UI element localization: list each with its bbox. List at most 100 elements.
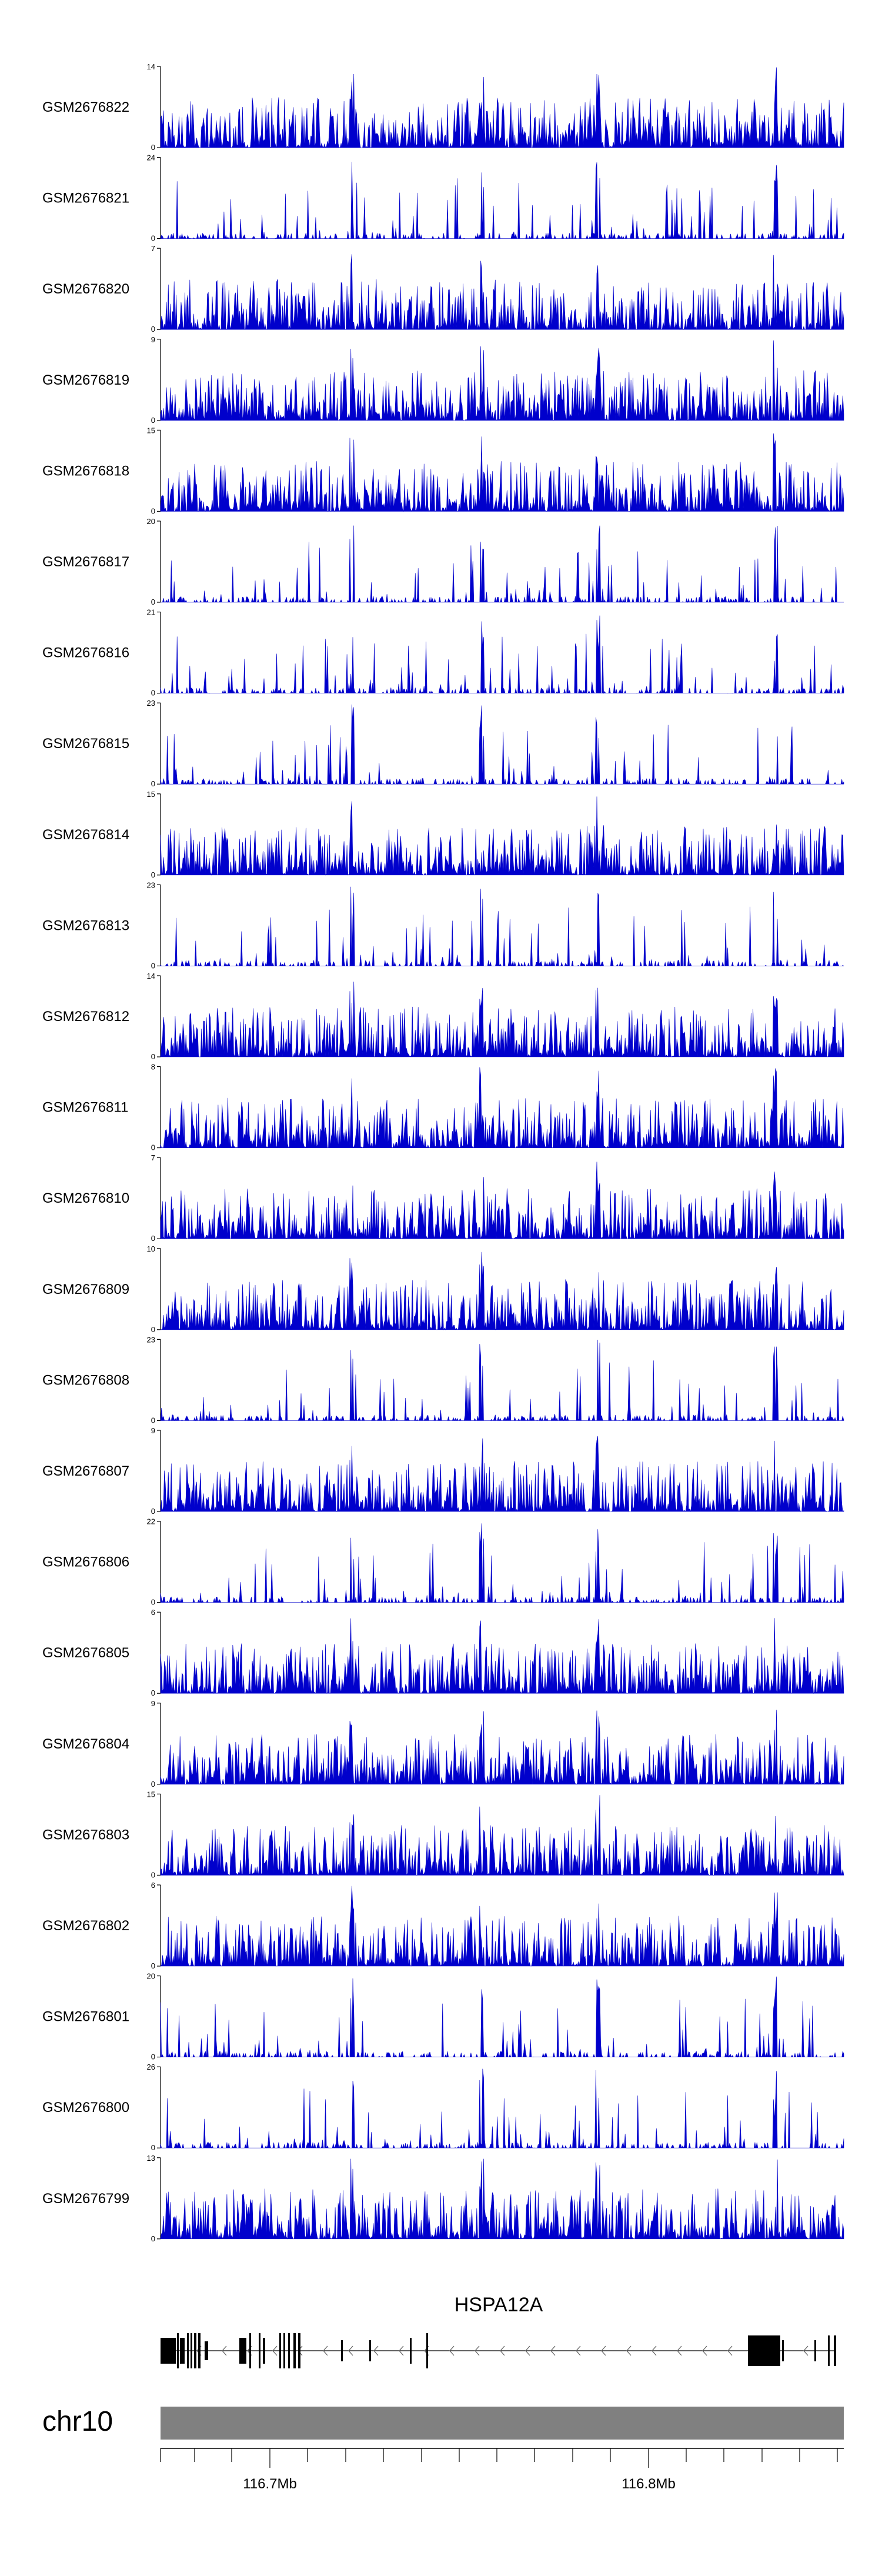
strand-chevron — [475, 2345, 480, 2356]
strand-chevron — [323, 2345, 328, 2356]
signal-area — [160, 67, 844, 148]
track-label: GSM2676806 — [42, 1554, 129, 1570]
chromosome-label: chr10 — [42, 2406, 113, 2437]
y-tick-label-max: 23 — [147, 880, 155, 889]
track-label: GSM2676819 — [42, 372, 129, 388]
exon — [198, 2333, 201, 2368]
y-tick-label-zero: 0 — [151, 1416, 155, 1424]
exon — [748, 2335, 780, 2366]
gene-track: HSPA12A — [161, 2294, 836, 2368]
y-tick-label-zero: 0 — [151, 1052, 155, 1061]
track-GSM2676821: GSM2676821 24 0 — [42, 154, 844, 243]
track-GSM2676801: GSM2676801 20 0 — [42, 1972, 844, 2061]
exon — [180, 2338, 185, 2364]
signal-area — [160, 161, 844, 239]
y-tick-label-max: 23 — [147, 1335, 155, 1344]
track-label: GSM2676807 — [42, 1463, 129, 1479]
strand-chevron — [500, 2345, 505, 2356]
y-tick-label-zero: 0 — [151, 779, 155, 788]
y-tick-label-zero: 0 — [151, 598, 155, 606]
track-label: GSM2676818 — [42, 463, 129, 479]
y-tick-label-zero: 0 — [151, 1598, 155, 1607]
y-tick-label-zero: 0 — [151, 143, 155, 152]
track-GSM2676813: GSM2676813 23 0 — [42, 880, 844, 970]
y-tick-label-zero: 0 — [151, 870, 155, 879]
signal-area — [161, 525, 844, 603]
y-tick-label-max: 9 — [151, 1426, 155, 1435]
track-label: GSM2676815 — [42, 736, 129, 752]
strand-chevron — [576, 2345, 581, 2356]
signal-area — [160, 433, 844, 512]
signal-area — [160, 1886, 844, 1967]
signal-area — [160, 704, 844, 785]
y-tick-label-max: 22 — [147, 1517, 155, 1526]
track-GSM2676818: GSM2676818 15 0 — [42, 426, 844, 515]
y-tick-label-zero: 0 — [151, 2143, 155, 2152]
track-label: GSM2676809 — [42, 1282, 129, 1297]
exon — [259, 2333, 260, 2368]
exon — [279, 2333, 281, 2368]
y-tick-label-zero: 0 — [151, 2053, 155, 2061]
x-tick-label: 116.8Mb — [622, 2476, 676, 2492]
y-tick-label-max: 20 — [147, 1972, 155, 1981]
signal-area — [160, 1067, 844, 1149]
strand-chevron — [272, 2345, 278, 2356]
y-tick-label-max: 15 — [147, 790, 155, 799]
exon — [814, 2340, 816, 2361]
strand-chevron — [222, 2345, 227, 2356]
strand-chevron — [677, 2345, 682, 2356]
signal-area — [160, 1162, 844, 1240]
track-GSM2676804: GSM2676804 9 0 — [42, 1699, 844, 1788]
y-tick-label-zero: 0 — [151, 2234, 155, 2243]
track-label: GSM2676808 — [42, 1372, 129, 1388]
signal-area — [160, 1976, 844, 2058]
track-label: GSM2676812 — [42, 1009, 129, 1025]
track-GSM2676806: GSM2676806 22 0 — [42, 1517, 844, 1607]
y-tick-label-max: 26 — [147, 2063, 155, 2071]
strand-chevron — [348, 2345, 353, 2356]
x-tick-label: 116.7Mb — [243, 2476, 297, 2492]
track-label: GSM2676816 — [42, 645, 129, 661]
y-tick-label-zero: 0 — [151, 1507, 155, 1516]
y-tick-label-zero: 0 — [151, 506, 155, 515]
y-tick-label-max: 7 — [151, 244, 155, 253]
y-tick-label-max: 24 — [147, 154, 155, 162]
y-tick-label-zero: 0 — [151, 1961, 155, 1970]
y-tick-label-zero: 0 — [151, 1325, 155, 1334]
track-label: GSM2676813 — [42, 917, 129, 933]
strand-chevron — [373, 2345, 379, 2356]
exon — [194, 2333, 196, 2368]
track-label: GSM2676800 — [42, 2100, 129, 2115]
signal-area — [160, 253, 844, 331]
strand-chevron — [702, 2345, 707, 2356]
y-tick-label-zero: 0 — [151, 1870, 155, 1879]
track-GSM2676815: GSM2676815 23 0 — [42, 699, 844, 788]
strand-chevron — [525, 2345, 530, 2356]
exon — [410, 2338, 412, 2364]
track-label: GSM2676803 — [42, 1827, 129, 1843]
y-tick-label-max: 20 — [147, 517, 155, 526]
track-GSM2676805: GSM2676805 6 0 — [42, 1608, 844, 1697]
y-tick-label-zero: 0 — [151, 1143, 155, 1152]
y-tick-label-max: 15 — [147, 426, 155, 435]
x-axis-ticks: 116.7Mb 116.8Mb — [160, 2448, 838, 2492]
y-tick-label-max: 9 — [151, 335, 155, 344]
y-tick-label-max: 7 — [151, 1153, 155, 1162]
y-tick-label-max: 21 — [147, 608, 155, 617]
exon — [187, 2333, 189, 2368]
strand-chevron — [550, 2345, 556, 2356]
signal-area — [160, 340, 844, 421]
track-GSM2676800: GSM2676800 26 0 — [42, 2063, 844, 2152]
track-GSM2676811: GSM2676811 8 0 — [42, 1063, 844, 1152]
track-label: GSM2676822 — [42, 99, 129, 115]
exon — [369, 2340, 371, 2361]
track-label: GSM2676821 — [42, 191, 129, 206]
y-tick-label-max: 14 — [147, 62, 155, 71]
signal-tracks: GSM2676822140GSM2676821240GSM267682070GS… — [42, 62, 844, 2243]
track-GSM2676817: GSM2676817 20 0 — [42, 517, 844, 606]
signal-area — [160, 1252, 844, 1330]
track-GSM2676822: GSM2676822 14 0 — [42, 62, 844, 152]
y-tick-label-zero: 0 — [151, 1234, 155, 1243]
exon — [288, 2333, 290, 2368]
